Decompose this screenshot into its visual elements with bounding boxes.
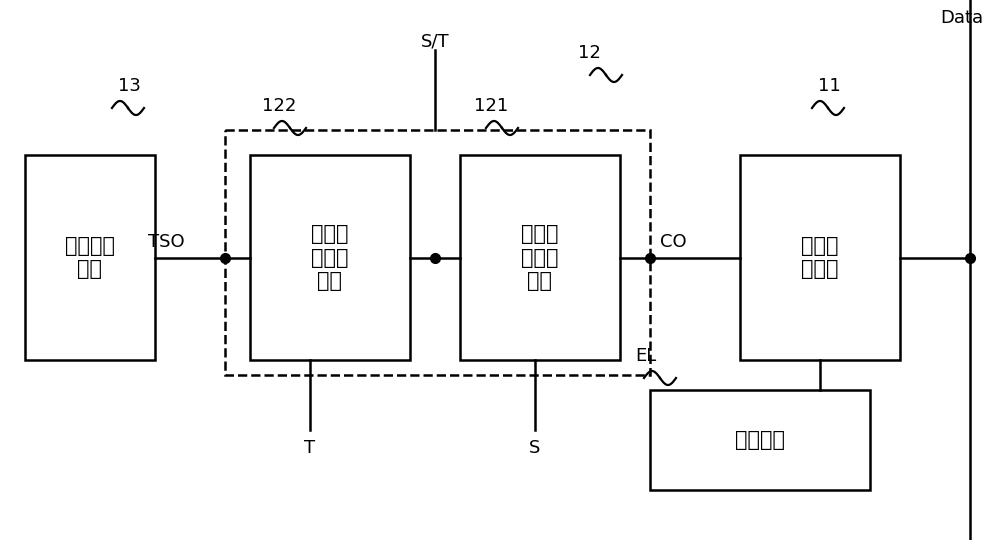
Text: 触控读
取控制
模块: 触控读 取控制 模块 [311,224,349,291]
Text: T: T [304,439,316,457]
Bar [460,155,620,360]
Bar [250,155,410,360]
Text: 像素驱
动单元: 像素驱 动单元 [801,236,839,279]
Text: S/T: S/T [421,33,449,51]
Text: 13: 13 [118,77,141,95]
Text: EL: EL [635,347,656,365]
Text: 11: 11 [818,77,841,95]
Text: 122: 122 [262,97,296,115]
Text: 12: 12 [578,44,601,62]
Text: S: S [529,439,541,457]
Bar [650,390,870,490]
Text: 显示补
偿控制
模块: 显示补 偿控制 模块 [521,224,559,291]
Bar [225,130,650,375]
Text: 发光元件: 发光元件 [735,430,785,450]
Text: 121: 121 [474,97,508,115]
Text: 光感触控
单元: 光感触控 单元 [65,236,115,279]
Bar [25,155,155,360]
Text: Data: Data [940,9,983,27]
Text: CO: CO [660,233,687,251]
Bar [740,155,900,360]
Text: TSO: TSO [148,233,185,251]
